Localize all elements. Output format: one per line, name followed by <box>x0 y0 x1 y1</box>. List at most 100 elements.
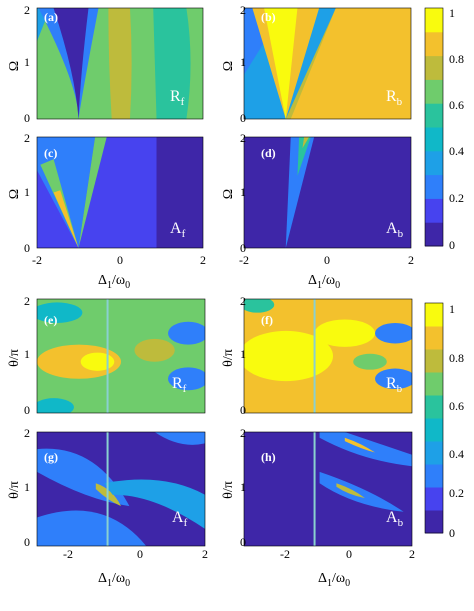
ytick-h-2: 2 <box>240 426 246 440</box>
qty-label-d: Ab <box>386 220 404 240</box>
ytick-g-0: 0 <box>24 535 30 549</box>
cbar-bot-tick-04: 0.4 <box>449 447 464 461</box>
colorbar-segment <box>425 303 443 327</box>
colorbar-segment <box>425 418 443 442</box>
heatmap-panel-h <box>243 431 413 547</box>
contour-band <box>375 322 412 344</box>
ytick-b-0: 0 <box>240 111 246 125</box>
xlabel-c: Δ1/ω0 <box>98 273 130 291</box>
panel-frame <box>243 136 412 249</box>
contour-band <box>319 471 404 512</box>
colorbar-segment <box>425 8 443 33</box>
colorbar-segment <box>425 79 443 104</box>
resonance-line <box>313 432 316 546</box>
ytick-c-2: 2 <box>24 131 30 145</box>
cbar-top-tick-02: 0.2 <box>449 191 464 205</box>
qty-label-c: Af <box>170 220 186 240</box>
ylabel-a: Ω <box>7 61 22 71</box>
ytick-e-2: 2 <box>24 294 30 308</box>
ytick-d-0: 0 <box>240 241 246 255</box>
ytick-b-1: 1 <box>240 55 246 69</box>
colorbar-segment <box>425 222 443 247</box>
panel-frame <box>243 298 413 414</box>
panel-label-d: (d) <box>261 146 276 160</box>
xtick-h-0: 0 <box>346 547 352 561</box>
colorbar-bottom-ticks: 1 0.8 0.6 0.4 0.2 0 <box>449 302 464 540</box>
contour-band <box>168 321 205 345</box>
colorbar-segment <box>425 174 443 199</box>
ytick-a-2: 2 <box>24 3 30 17</box>
ytick-g-2: 2 <box>24 426 30 440</box>
quantity-labels: Rf Rb Af Ab Rf Rb Af Ab <box>170 88 404 529</box>
panel-frame <box>36 7 204 120</box>
ytick-a-0: 0 <box>24 111 30 125</box>
colorbar-segment <box>425 441 443 465</box>
ylabel-c: Ω <box>7 189 22 199</box>
heatmap-panel-c <box>36 136 204 249</box>
contour-band <box>314 319 376 347</box>
contour-band <box>53 8 89 119</box>
colorbar-segment <box>425 326 443 350</box>
cbar-top-tick-04: 0.4 <box>449 144 464 158</box>
heatmap-panel-d <box>243 136 412 249</box>
resonance-line <box>313 299 316 413</box>
contour-band <box>264 8 298 119</box>
ytick-f-1: 1 <box>240 347 246 361</box>
colorbars <box>424 7 444 534</box>
contour-band <box>154 432 205 445</box>
panel-label-g: (g) <box>44 450 58 464</box>
contour-band <box>244 299 275 313</box>
ytick-f-0: 0 <box>240 403 246 417</box>
contour-band <box>37 302 83 323</box>
panel-labels: (a) (b) (c) (d) (e) (f) (g) (h) <box>44 10 276 464</box>
panel-frame <box>36 136 204 249</box>
ylabel-g: θ/π <box>7 481 22 499</box>
panel-label-a: (a) <box>44 10 58 24</box>
ylabel-f: θ/π <box>221 349 236 367</box>
colorbar-segment <box>425 487 443 511</box>
qty-label-f: Rb <box>386 375 403 395</box>
contour-band <box>302 137 310 149</box>
contour-band <box>37 8 51 42</box>
contour-band <box>134 338 175 362</box>
contour-band <box>353 353 387 370</box>
panels <box>36 7 413 547</box>
colorbar-segment <box>425 395 443 419</box>
ylabel-e: θ/π <box>7 349 22 367</box>
cbar-bot-tick-0: 0 <box>449 526 455 540</box>
ytick-d-1: 1 <box>240 185 246 199</box>
colorbar-segment <box>425 510 443 534</box>
contour-band <box>37 398 74 413</box>
ytick-g-1: 1 <box>24 480 30 494</box>
panel-label-f: (f) <box>261 313 273 327</box>
contour-band <box>80 352 115 371</box>
contour-band <box>285 137 315 248</box>
contour-band <box>108 8 132 119</box>
ylabel-b: Ω <box>221 61 236 71</box>
panel-label-e: (e) <box>44 313 57 327</box>
top-block-axes: 2 1 0 2 1 0 2 1 0 2 1 0 Ω Ω Ω Ω -2 0 2 -… <box>7 3 414 291</box>
xtick-g-0: 0 <box>137 547 143 561</box>
cbar-top-tick-06: 0.6 <box>449 98 464 112</box>
ytick-a-1: 1 <box>24 55 30 69</box>
resonance-line <box>106 299 109 413</box>
contour-band <box>53 190 79 248</box>
contour-band <box>104 479 205 529</box>
xtick-d-m2: -2 <box>239 253 249 267</box>
panel-frame <box>36 298 206 414</box>
ytick-c-1: 1 <box>24 185 30 199</box>
qty-label-a: Rf <box>170 88 185 108</box>
xtick-c-m2: -2 <box>32 253 42 267</box>
cbar-bot-tick-08: 0.8 <box>449 351 464 365</box>
colorbar-top <box>424 7 444 247</box>
xlabel-d: Δ1/ω0 <box>308 273 340 291</box>
heatmap-panel-a <box>36 7 204 120</box>
xlabel-g: Δ1/ω0 <box>98 571 130 589</box>
ytick-d-2: 2 <box>240 131 246 145</box>
colorbar-top-ticks: 1 0.8 0.6 0.4 0.2 0 <box>449 6 464 252</box>
ytick-e-0: 0 <box>24 403 30 417</box>
contour-band <box>78 137 107 248</box>
cbar-top-tick-08: 0.8 <box>449 52 464 66</box>
panel-label-c: (c) <box>44 146 57 160</box>
qty-label-g: Af <box>172 509 188 529</box>
